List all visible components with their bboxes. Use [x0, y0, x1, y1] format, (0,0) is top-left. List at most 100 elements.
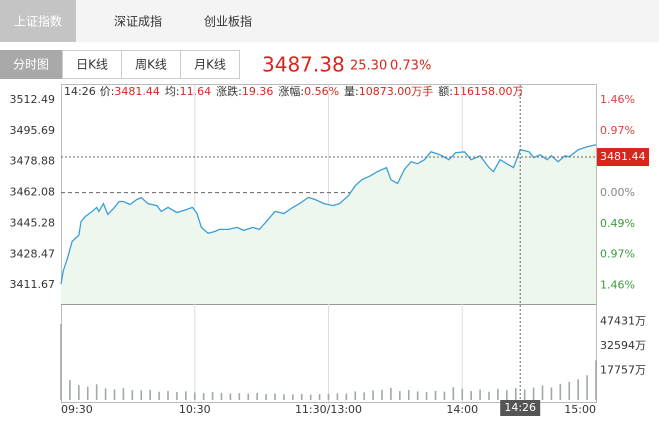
- volume-bar: [470, 391, 472, 400]
- period-tab-bg: [62, 50, 122, 79]
- volume-bar: [425, 392, 428, 400]
- volume-bar: [497, 388, 499, 400]
- volume-bar: [140, 390, 143, 400]
- volume-bar: [131, 390, 134, 400]
- volume-bar: [185, 391, 187, 400]
- active-tab-bg: [0, 0, 76, 42]
- volume-bar: [300, 393, 303, 400]
- volume-bar: [202, 393, 205, 400]
- volume-bar: [158, 391, 160, 400]
- volume-bar: [577, 379, 579, 400]
- chart-frame: [61, 84, 597, 403]
- volume-bar: [568, 381, 571, 400]
- volume-bar: [452, 387, 455, 400]
- x-tick-label: 14:00: [446, 403, 478, 416]
- volume-bar: [167, 391, 169, 400]
- tooltip: 14:26 价:3481.44 均:11.64 涨跌:19.36 涨幅:0.56% 量:1…: [64, 84, 523, 98]
- volume-bar: [318, 394, 321, 400]
- active-period-tab: [0, 50, 62, 79]
- y2-tick-label: 1.46%: [600, 279, 635, 292]
- volume-bar: [69, 380, 71, 400]
- tooltip-value: 11.64: [180, 85, 212, 98]
- volume-bar: [122, 388, 125, 400]
- cursor-y-box: [597, 148, 649, 167]
- period-tab[interactable]: 周K线: [135, 58, 167, 72]
- y2-tick-label: 0.49%: [600, 217, 635, 230]
- volume-bar: [514, 388, 517, 400]
- period-tab[interactable]: 日K线: [76, 58, 108, 72]
- y-tick-label: 47431万: [600, 315, 646, 328]
- cursor-y-label: 3481.44: [600, 150, 646, 163]
- volume-bar: [586, 375, 588, 400]
- x-tick-label: 15:00: [564, 403, 596, 416]
- y-tick-label: 3462.08: [10, 186, 56, 199]
- y2-tick-label: 1.46%: [600, 93, 635, 106]
- tab-bar: [0, 0, 659, 42]
- volume-bar: [523, 389, 526, 400]
- period-tab-bg: [180, 50, 240, 79]
- volume-bar: [247, 393, 250, 400]
- volume-bar: [381, 389, 383, 400]
- y-tick-label: 3428.47: [10, 247, 56, 260]
- tooltip-value: 19.36: [242, 85, 274, 98]
- volume-bar: [309, 394, 312, 400]
- volume-bar: [434, 390, 437, 400]
- tab[interactable]: 上证指数: [14, 14, 62, 29]
- volume-bar: [113, 389, 116, 400]
- volume-bar: [443, 391, 446, 400]
- period-tab[interactable]: 月K线: [194, 58, 226, 72]
- tooltip-label: 价:: [100, 85, 115, 98]
- tab[interactable]: 创业板指: [204, 14, 252, 29]
- tooltip-label: 额:: [438, 85, 453, 98]
- change-pct: 0.73%: [390, 59, 431, 74]
- volume-bar: [211, 392, 214, 400]
- y-tick-label: 3495.69: [10, 124, 56, 137]
- y2-tick-label: 0.97%: [600, 247, 635, 260]
- volume-bar: [336, 393, 339, 400]
- y-tick-label: 3512.49: [10, 93, 56, 106]
- volume-bar: [399, 391, 401, 400]
- y2-tick-label: 0.00%: [600, 186, 635, 199]
- tooltip-value: 0.56%: [304, 85, 339, 98]
- volume-bar: [327, 393, 330, 400]
- volume-bar: [78, 385, 80, 400]
- volume-bar: [550, 387, 553, 400]
- volume-bar: [176, 392, 178, 400]
- period-tab[interactable]: 分时图: [13, 58, 49, 72]
- tooltip-value: 116158.00万: [453, 85, 524, 98]
- cursor-x-label: 14:26: [504, 401, 536, 414]
- volume-bar: [238, 393, 241, 400]
- volume-bar: [532, 387, 535, 400]
- volume-bar: [292, 394, 294, 400]
- volume-bar: [60, 324, 62, 400]
- volume-bar: [354, 391, 357, 400]
- volume-bar: [345, 393, 348, 400]
- volume-bar: [363, 392, 365, 400]
- volume-bar: [274, 393, 276, 400]
- volume-bar: [149, 389, 151, 400]
- volume-bar: [407, 389, 410, 400]
- price-area: [61, 144, 596, 304]
- volume-bar: [193, 392, 196, 400]
- volume-bar: [541, 385, 544, 400]
- tooltip-label: 涨跌:: [216, 84, 242, 98]
- y-tick-label: 32594万: [600, 339, 646, 352]
- volume-bar: [390, 387, 392, 400]
- volume-bar: [86, 386, 89, 400]
- volume-bar: [559, 383, 562, 400]
- tooltip-label: 均:: [165, 85, 180, 98]
- y-tick-label: 3445.28: [10, 216, 56, 229]
- volume-bar: [372, 390, 374, 400]
- y-tick-label: 3411.67: [10, 278, 56, 291]
- volume-bar: [506, 390, 508, 400]
- tooltip-label: 量:: [344, 85, 359, 98]
- tab[interactable]: 深证成指: [114, 14, 162, 29]
- price: 3487.38: [262, 53, 345, 77]
- x-tick-label: 10:30: [179, 403, 211, 416]
- change: 25.30: [350, 59, 387, 74]
- volume-bar: [95, 384, 98, 400]
- volume-bar: [488, 391, 490, 400]
- volume-bar: [265, 394, 267, 400]
